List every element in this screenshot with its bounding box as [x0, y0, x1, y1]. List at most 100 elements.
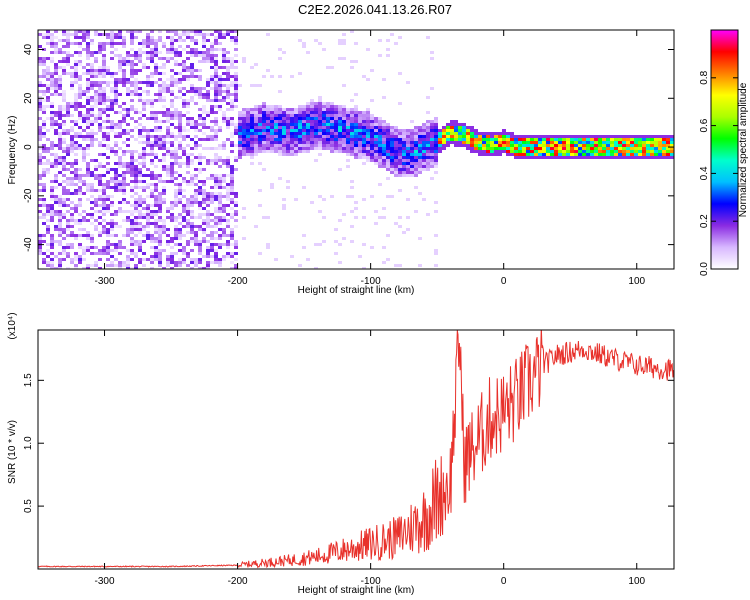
- heat-cell: [114, 168, 118, 171]
- heat-cell: [482, 141, 486, 144]
- heat-cell: [150, 36, 154, 39]
- heat-cell: [162, 147, 166, 150]
- heat-cell: [614, 141, 618, 144]
- heat-cell: [502, 144, 506, 147]
- heat-cell: [398, 171, 402, 174]
- heat-cell: [178, 261, 182, 264]
- heat-cell: [230, 192, 234, 195]
- heat-cell: [134, 201, 138, 204]
- heat-cell: [202, 51, 206, 54]
- heat-cell: [282, 132, 286, 135]
- heat-cell: [122, 165, 126, 168]
- heat-cell: [222, 204, 226, 207]
- heat-cell: [354, 126, 358, 129]
- heat-cell: [154, 210, 158, 213]
- heat-cell: [114, 249, 118, 252]
- heat-cell: [186, 231, 190, 234]
- heat-cell: [170, 42, 174, 45]
- heat-cell: [134, 177, 138, 180]
- heat-cell: [402, 168, 406, 171]
- heat-cell: [122, 120, 126, 123]
- heat-cell: [54, 174, 58, 177]
- heat-cell: [94, 168, 98, 171]
- heat-cell: [306, 150, 310, 153]
- heat-cell: [82, 147, 86, 150]
- heat-cell: [406, 153, 410, 156]
- heat-cell: [138, 225, 142, 228]
- heat-cell: [134, 183, 138, 186]
- heat-cell: [314, 243, 318, 246]
- heat-cell: [38, 252, 42, 255]
- heat-cell: [370, 195, 374, 198]
- heat-cell: [90, 171, 94, 174]
- heat-cell: [154, 153, 158, 156]
- heat-cell: [346, 117, 350, 120]
- heat-cell: [266, 150, 270, 153]
- heat-cell: [342, 132, 346, 135]
- heat-cell: [390, 168, 394, 171]
- heat-cell: [234, 219, 238, 222]
- heat-cell: [354, 123, 358, 126]
- heat-cell: [90, 69, 94, 72]
- heat-cell: [526, 156, 530, 159]
- heat-cell: [122, 75, 126, 78]
- heat-cell: [302, 132, 306, 135]
- heat-cell: [634, 147, 638, 150]
- heat-cell: [190, 90, 194, 93]
- heat-cell: [310, 141, 314, 144]
- heat-cell: [110, 36, 114, 39]
- heat-cell: [154, 129, 158, 132]
- heat-cell: [54, 210, 58, 213]
- heat-cell: [98, 123, 102, 126]
- heat-cell: [238, 153, 242, 156]
- heat-cell: [378, 183, 382, 186]
- heat-cell: [366, 123, 370, 126]
- heat-cell: [66, 204, 70, 207]
- heat-cell: [38, 57, 42, 60]
- heat-cell: [262, 147, 266, 150]
- heat-cell: [82, 150, 86, 153]
- heat-cell: [134, 57, 138, 60]
- heat-cell: [298, 108, 302, 111]
- heat-cell: [202, 123, 206, 126]
- heat-cell: [146, 204, 150, 207]
- heat-cell: [70, 234, 74, 237]
- heat-cell: [142, 180, 146, 183]
- heat-cell: [186, 225, 190, 228]
- heat-cell: [414, 186, 418, 189]
- heat-cell: [382, 78, 386, 81]
- heat-cell: [158, 111, 162, 114]
- heat-cell: [434, 150, 438, 153]
- heat-cell: [138, 51, 142, 54]
- heat-cell: [198, 69, 202, 72]
- heat-cell: [310, 129, 314, 132]
- heat-cell: [178, 174, 182, 177]
- heat-cell: [158, 159, 162, 162]
- heat-cell: [454, 141, 458, 144]
- heat-cell: [98, 198, 102, 201]
- heat-cell: [426, 159, 430, 162]
- heat-cell: [110, 102, 114, 105]
- heat-cell: [670, 153, 674, 156]
- heat-cell: [226, 69, 230, 72]
- heat-cell: [94, 252, 98, 255]
- heat-cell: [174, 189, 178, 192]
- heat-cell: [350, 150, 354, 153]
- heat-cell: [390, 153, 394, 156]
- heat-cell: [206, 159, 210, 162]
- heat-cell: [318, 126, 322, 129]
- heat-cell: [74, 120, 78, 123]
- heat-cell: [230, 234, 234, 237]
- heat-cell: [150, 75, 154, 78]
- heat-cell: [486, 141, 490, 144]
- heat-cell: [138, 243, 142, 246]
- heat-cell: [170, 261, 174, 264]
- heat-cell: [646, 156, 650, 159]
- heat-cell: [46, 231, 50, 234]
- heat-cell: [450, 126, 454, 129]
- heat-cell: [138, 117, 142, 120]
- heat-cell: [142, 66, 146, 69]
- heat-cell: [142, 258, 146, 261]
- heat-cell: [186, 123, 190, 126]
- heat-cell: [206, 33, 210, 36]
